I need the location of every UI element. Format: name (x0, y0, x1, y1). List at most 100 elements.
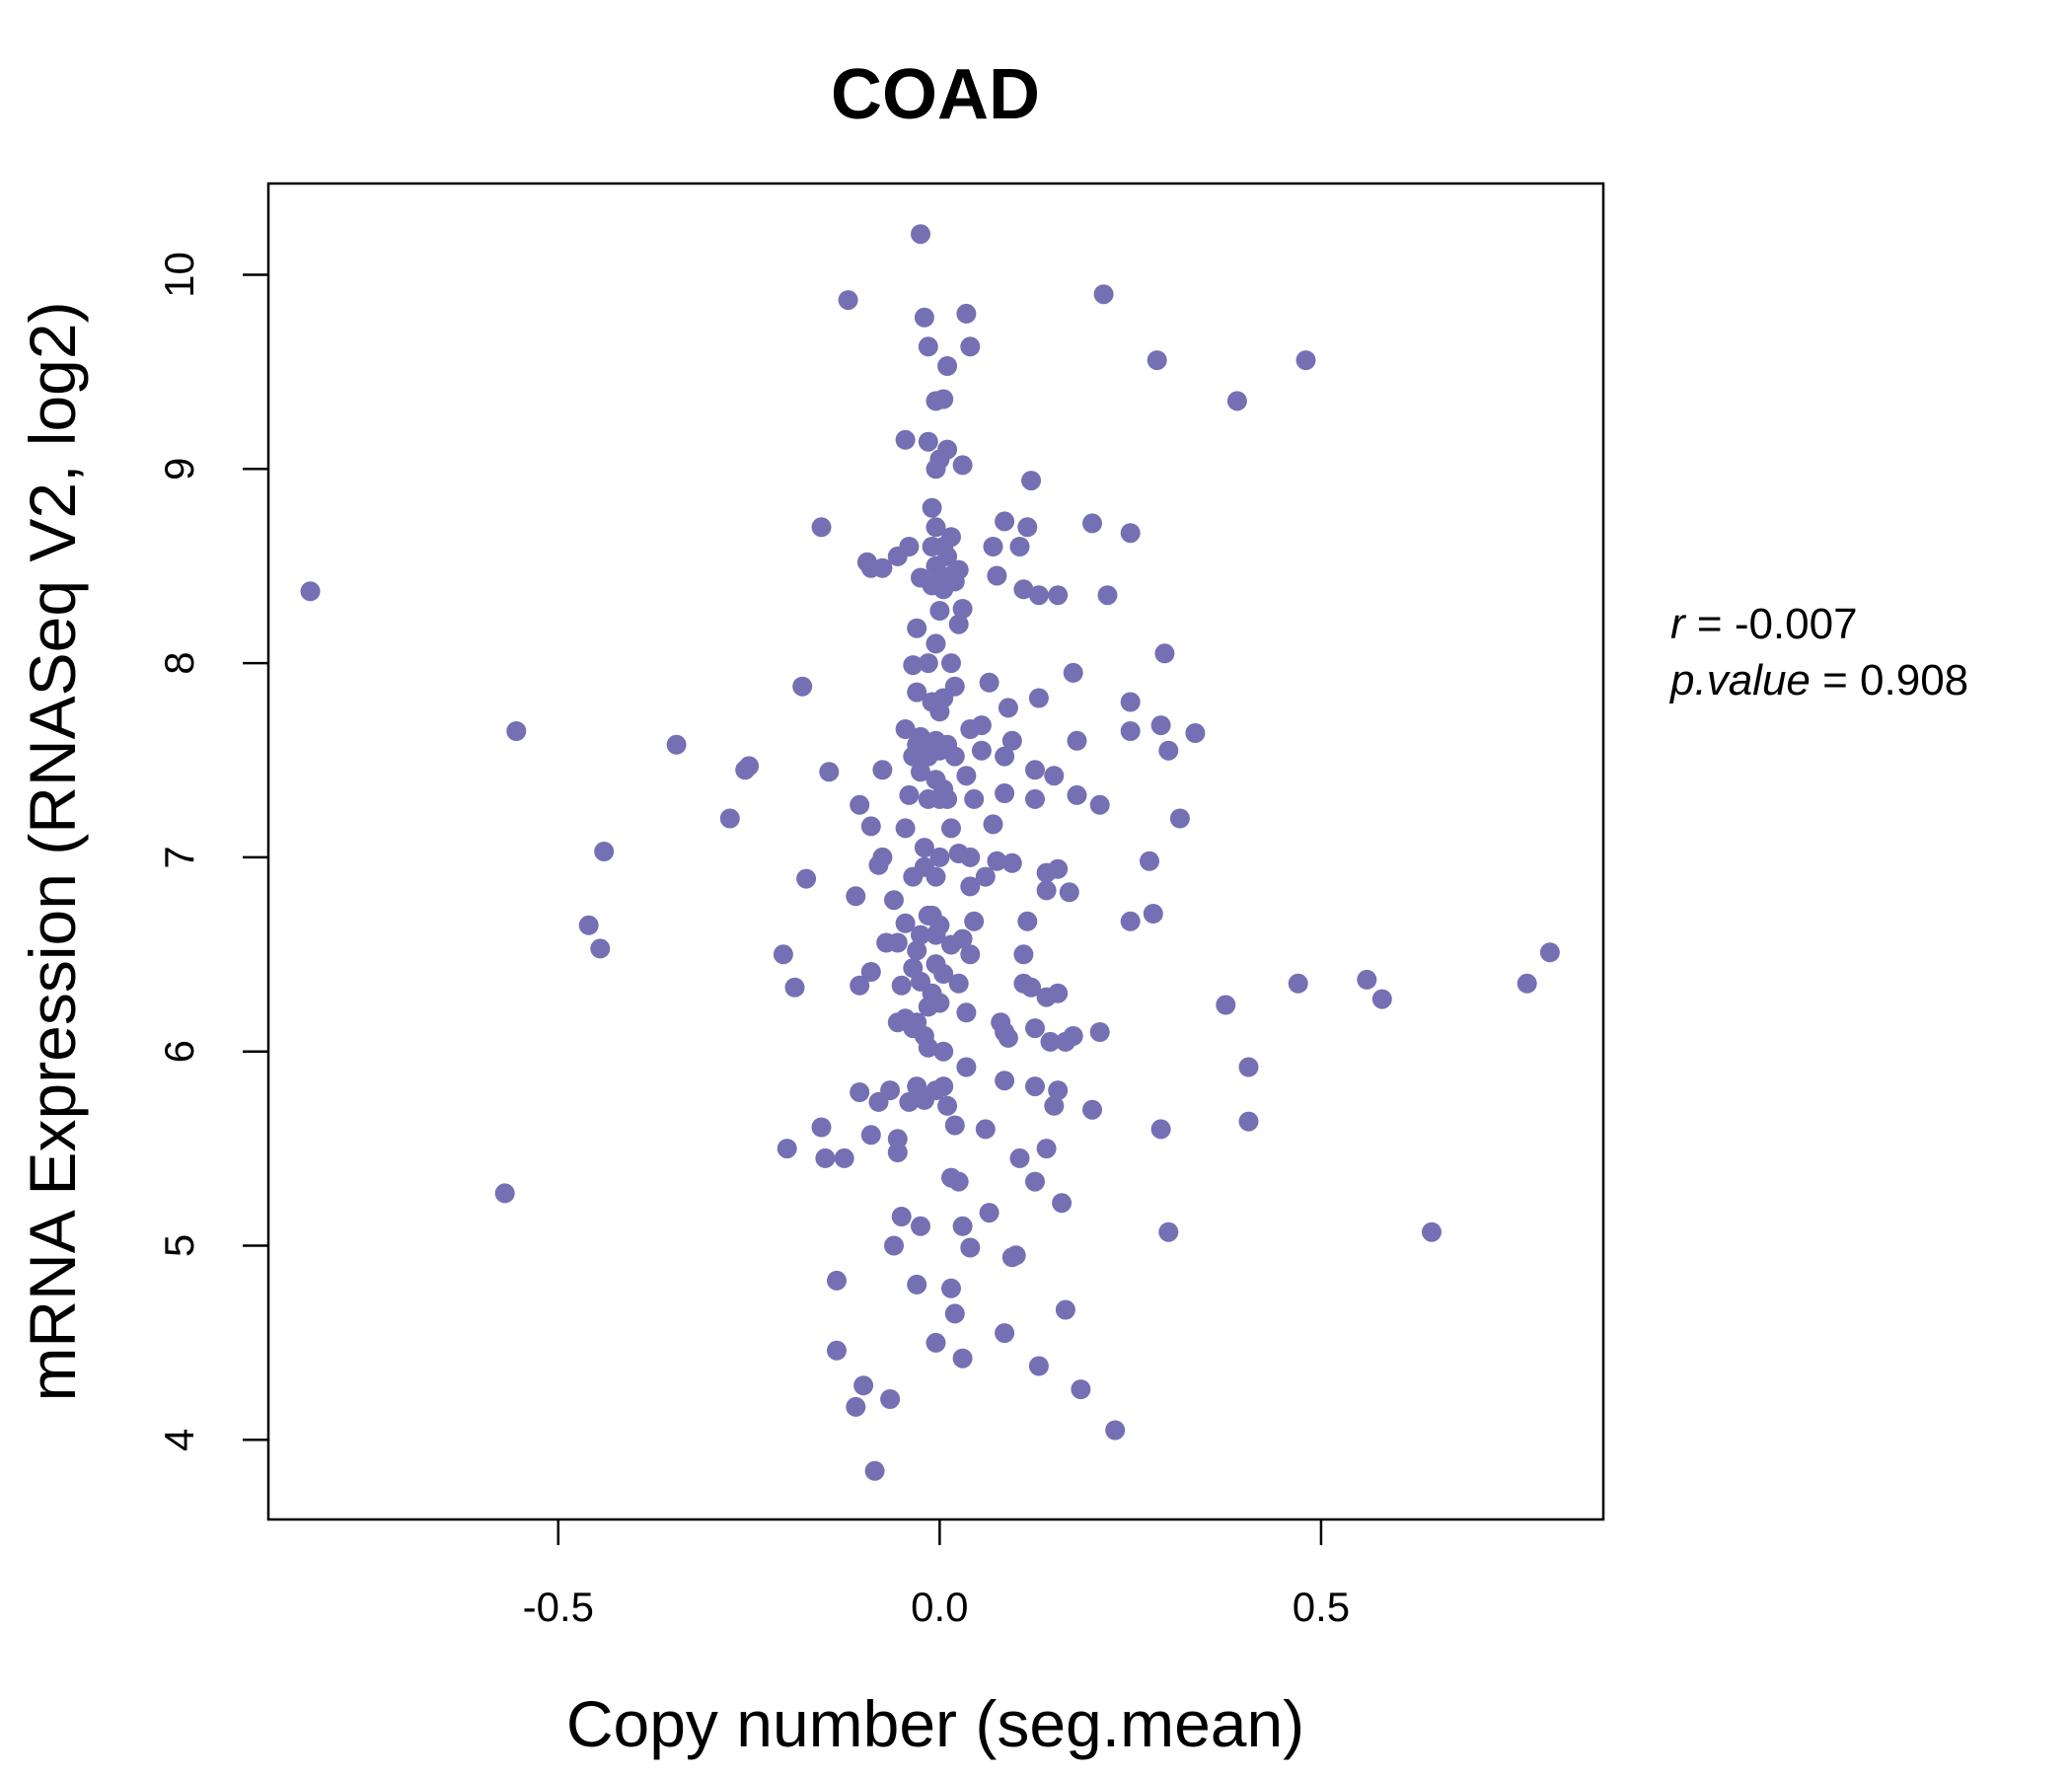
x-axis: -0.5 0.0 0.5 (523, 1519, 1350, 1630)
data-point (884, 1235, 904, 1256)
r-stat-label: r (1670, 600, 1687, 648)
data-point (887, 1143, 908, 1162)
data-point (941, 1278, 961, 1298)
data-point (872, 760, 893, 780)
data-point (494, 1183, 515, 1204)
data-point (914, 838, 934, 858)
y-tick-label: 5 (156, 1234, 202, 1257)
data-point (987, 565, 1007, 586)
data-point (895, 818, 916, 839)
data-point (944, 746, 965, 767)
data-point (1048, 1080, 1069, 1101)
data-point (1059, 882, 1079, 903)
p-value-label: p.value (1668, 656, 1811, 704)
data-point (998, 1027, 1018, 1048)
data-point (796, 868, 817, 889)
data-point (1036, 880, 1057, 901)
data-point (1055, 1299, 1075, 1320)
data-point (937, 356, 958, 376)
data-point (899, 537, 920, 556)
data-point (979, 1203, 999, 1223)
data-point (1150, 715, 1171, 736)
data-point (941, 527, 961, 548)
data-point (1120, 911, 1141, 931)
data-point (918, 431, 938, 452)
data-point (1185, 723, 1206, 743)
data-point (971, 740, 992, 761)
data-point (929, 601, 950, 621)
data-point (1052, 1193, 1073, 1214)
data-point (1017, 911, 1038, 931)
data-point (1021, 471, 1042, 491)
r-stat-value: -0.007 (1735, 600, 1858, 648)
data-point (578, 915, 599, 935)
data-point (811, 517, 832, 538)
data-point (1048, 585, 1069, 606)
data-point (1017, 517, 1038, 538)
data-point (815, 1147, 836, 1168)
data-point (846, 886, 866, 907)
chart-title: COAD (831, 55, 1040, 134)
data-point (911, 224, 930, 245)
data-point (1028, 585, 1049, 606)
data-point (933, 1041, 954, 1062)
y-tick-label: 8 (156, 651, 202, 674)
y-axis: 4 5 6 7 8 9 10 (156, 252, 268, 1451)
data-point (952, 599, 973, 619)
data-point (590, 938, 611, 959)
data-point (941, 818, 961, 839)
data-point (1013, 579, 1034, 600)
data-point (925, 633, 946, 654)
x-tick-label: 0.0 (911, 1584, 968, 1630)
data-point (911, 925, 930, 945)
data-point (929, 915, 950, 935)
p-value-equals: = (1822, 656, 1860, 704)
data-point (925, 866, 946, 887)
data-point (1422, 1221, 1442, 1242)
data-point (827, 1270, 847, 1291)
data-point (975, 866, 996, 887)
data-point (1071, 1379, 1091, 1400)
data-point (907, 682, 927, 703)
data-point (1028, 1356, 1049, 1376)
data-point (964, 788, 985, 809)
data-point (880, 1389, 901, 1409)
data-point (895, 913, 916, 933)
data-point (995, 783, 1015, 803)
data-point (1238, 1111, 1259, 1132)
data-point (850, 1082, 870, 1102)
data-point (929, 993, 950, 1013)
data-point (911, 726, 930, 747)
data-point (952, 1348, 973, 1369)
data-point (819, 762, 840, 782)
data-point (834, 1147, 854, 1168)
data-point (872, 557, 893, 578)
data-point (960, 876, 981, 897)
data-point (666, 734, 687, 755)
data-point (1158, 740, 1179, 761)
data-point (1089, 794, 1110, 815)
data-point (944, 1115, 965, 1136)
data-point (1140, 851, 1159, 871)
data-point (1371, 989, 1392, 1009)
data-point (948, 559, 969, 580)
data-point (995, 746, 1015, 767)
data-point (971, 715, 992, 736)
data-point (925, 517, 946, 538)
data-point (594, 842, 615, 861)
data-point (937, 1095, 958, 1116)
data-point (838, 290, 858, 311)
data-point (1120, 721, 1141, 741)
y-tick-label: 9 (156, 458, 202, 481)
data-point (1036, 1139, 1057, 1159)
data-point (995, 1071, 1015, 1091)
r-stat: r = -0.007 (1670, 600, 1858, 648)
data-point (907, 618, 927, 638)
data-point (811, 1117, 832, 1138)
data-point (1044, 1095, 1065, 1116)
data-point (956, 766, 977, 786)
data-point (1158, 1221, 1179, 1242)
data-point (956, 1057, 977, 1077)
data-point (948, 1171, 969, 1192)
